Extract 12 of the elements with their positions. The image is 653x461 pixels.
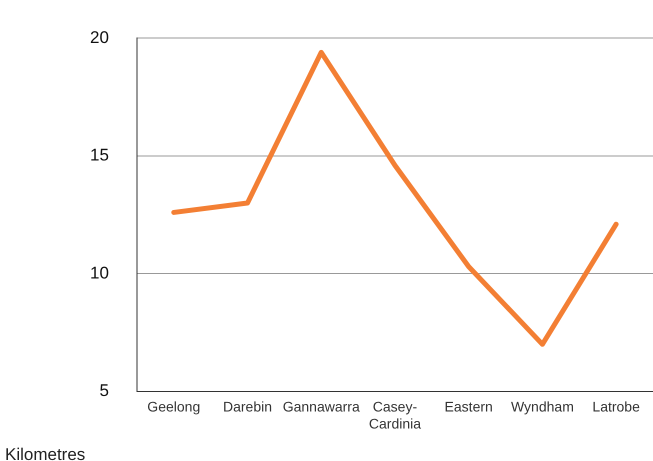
x-tick-label: Latrobe (592, 398, 640, 415)
x-tick-label: Eastern (444, 398, 493, 415)
y-tick-label: 20 (90, 28, 109, 47)
x-tick-label: Casey-Cardinia (368, 398, 422, 432)
y-axis-title: Kilometres (5, 445, 86, 461)
x-tick-label: Darebin (222, 398, 272, 415)
y-tick-label: 5 (99, 381, 109, 400)
x-tick-label: Geelong (147, 398, 200, 415)
x-tick-label: Wyndham (510, 398, 574, 415)
x-tick-label: Gannawarra (282, 398, 360, 415)
y-tick-label: 15 (90, 146, 109, 165)
y-tick-label: 10 (90, 263, 109, 282)
